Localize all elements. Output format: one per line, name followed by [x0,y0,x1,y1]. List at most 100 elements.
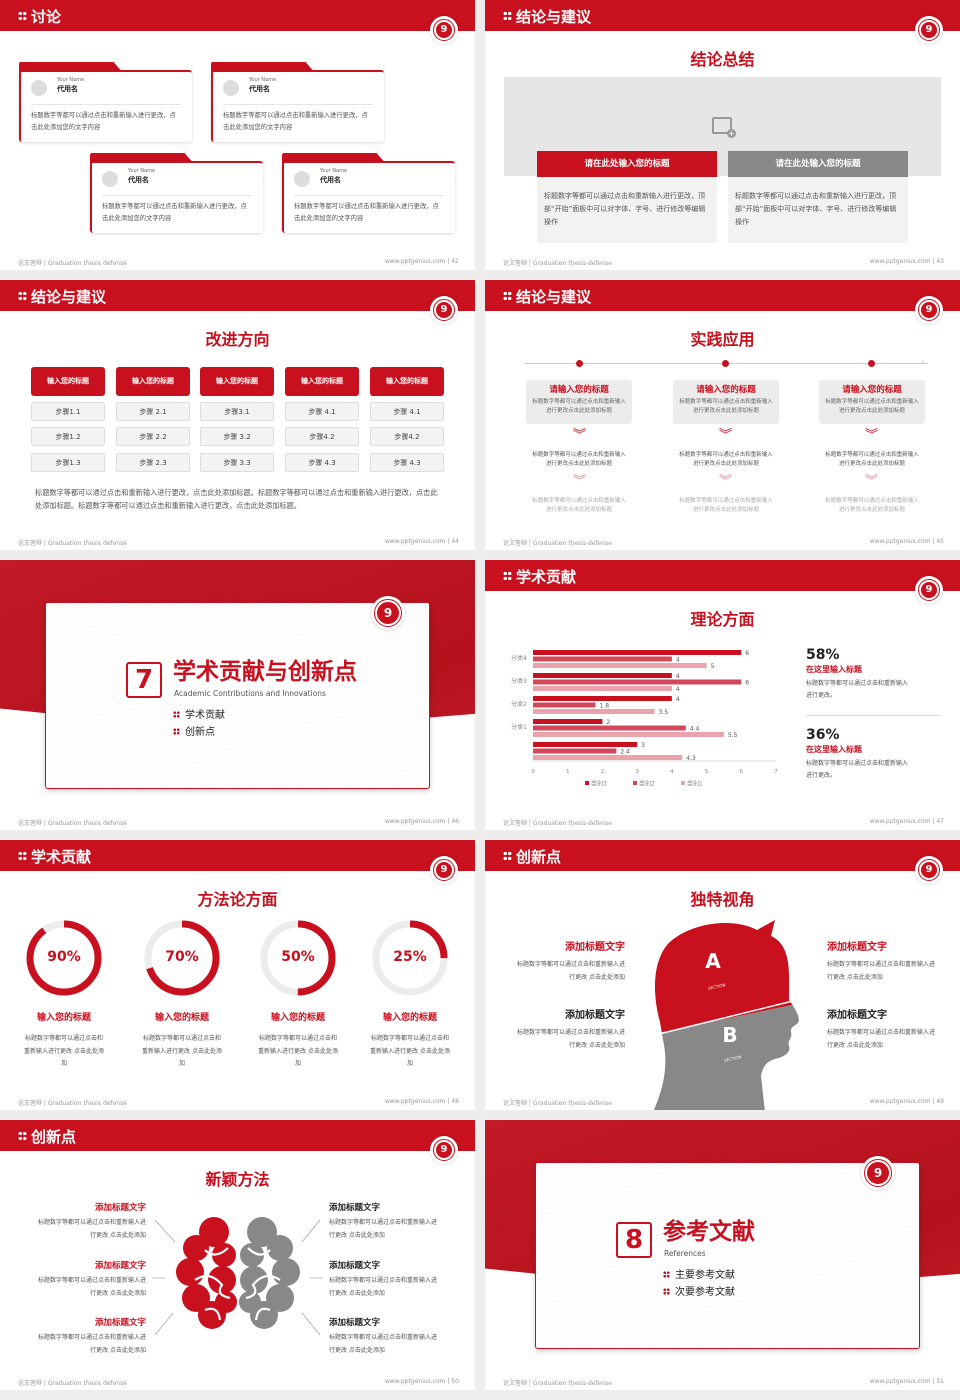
footer-right: www.pptgenius.com | 45 [870,538,944,545]
slide-51: 论文答辩 | Graduation thesis defense www.pptg… [485,1120,960,1390]
data-label: 4 [676,696,680,703]
block-text: 标题数字等都可以通过点击和重新输入进行更改 点击此处添加 [516,961,625,981]
footer-left: 论文答辩 | Graduation thesis defense [18,540,127,547]
grid-dots-icon [18,11,27,21]
block-text: 标题数字等都可以通过点击和重新输入进行更改 点击此处添加 [38,1277,147,1297]
stat-divider [806,715,941,716]
step-box: 步骤3.1 [200,402,274,421]
column-heading[interactable]: 输入您的标题 [370,367,444,396]
grid-dots-icon [503,851,512,861]
block-text: 标题数字等都可以通过点击和重新输入进行更改 点击此处添加 [516,1029,625,1049]
category-label: 分类3 [511,677,527,685]
section-subtitle: Academic Contributions and Innovations [174,689,326,698]
section-item[interactable]: 学术贡献 [173,709,225,722]
header-band [485,840,960,871]
ring-progress [26,920,102,996]
slide-header-title: 学术贡献 [18,846,91,867]
logo-emblem-icon: 9 [918,859,940,881]
head-illustration: A SECTION B SECTION [653,920,806,1110]
section-title: 学术贡献与创新点 [173,659,357,685]
slide-header-title: 创新点 [18,1126,76,1147]
column-heading[interactable]: 输入您的标题 [31,367,105,396]
page-number: 50 [451,1378,459,1385]
bar [533,673,672,678]
slide-title: 实践应用 [690,330,755,349]
university-logo: 9 [861,1156,895,1190]
name-en: Your Name [128,168,156,174]
slide-header-title: 结论与建议 [503,6,591,27]
divider [31,104,181,105]
header-band [485,280,960,311]
column-heading[interactable]: 输入您的标题 [285,367,359,396]
ring-label: 50% [281,949,315,965]
block-heading: 添加标题文字 [94,1318,146,1328]
ring-heading: 输入您的标题 [36,1013,91,1023]
brain-left-lobe [176,1258,204,1286]
brain-fold [194,1274,231,1300]
item-text: 标题数字等都可以通过点击和重新输入进行更改点击此处添加标题 [679,399,773,414]
slide-43: 结论与建议 9 结论总结 论文答辩 | Graduation thesis defen… [485,0,960,270]
brain-left-lobe [199,1217,229,1247]
footer-right: www.pptgenius.com | 42 [385,258,459,265]
page-number: 45 [936,538,944,545]
footer-left: 论文答辩 | Graduation thesis defense [18,1380,127,1387]
box-text: 标题数字等都可以通过点击和重新输入进行更改，顶部“开始”面板中可以对字体、字号、… [544,192,706,226]
step-box: 步骤 4.3 [285,453,359,472]
header-text: 结论与建议 [516,8,592,26]
footer-right: www.pptgenius.com | 51 [870,1378,944,1385]
ring-label: 25% [393,949,427,965]
double-chevron-down-icon: ︾ [573,428,587,443]
brain-fold [247,1247,271,1256]
brain-left-lobe [208,1266,236,1294]
footer-right: www.pptgenius.com | 50 [385,1378,459,1385]
x-tick-label: 6 [740,769,744,775]
page-number: 49 [936,1098,944,1105]
stat-heading: 在这里输入标题 [806,745,862,754]
section-item[interactable]: 主要参考文献 [663,1269,735,1282]
logo-emblem-icon: 9 [433,19,455,41]
footer-site: www.pptgenius.com [384,258,446,265]
footer-site: www.pptgenius.com [869,1378,931,1385]
box-heading[interactable]: 请在此处输入您的标题 [537,151,717,177]
data-label: 1.8 [599,703,609,710]
column-heading[interactable]: 输入您的标题 [116,367,190,396]
head-top-red-section [653,920,799,1038]
header-band [485,0,960,31]
university-logo: 9 [430,16,458,44]
step-box: 步骤 2.3 [116,453,190,472]
step-box: 步骤 3.2 [200,427,274,446]
section-item[interactable]: 创新点 [173,726,215,739]
university-logo: 9 [430,1136,458,1164]
block-heading: 添加标题文字 [329,1203,381,1213]
column-heading[interactable]: 输入您的标题 [200,367,274,396]
footer-site: www.pptgenius.com [869,818,931,825]
footer-sep: | [445,818,452,825]
header-band [0,1120,475,1151]
x-tick-label: 1 [566,769,570,775]
block-heading: 添加标题文字 [94,1203,146,1213]
logo-emblem-icon: 9 [918,299,940,321]
section-card: 8 参考文献 References 主要参考文献 次要参考文献 [535,1162,920,1349]
bar-chart: 分类4 6 4 5 分类3 4 6 4 分类2 4 1.8 3.5 分类1 2 4.4 5.5 3 2.4 4.3 0… [511,650,778,788]
step-box: 步骤 2.2 [116,427,190,446]
section-item[interactable]: 次要参考文献 [663,1286,735,1299]
logo-emblem-icon: 9 [918,579,940,601]
footer-left: 论文答辩 | Graduation thesis defense [18,1100,127,1107]
university-logo: 9 [915,296,943,324]
item-text-3: 标题数字等都可以通过点击和重新输入进行更改点击此处添加标题 [679,498,773,513]
double-chevron-down-icon: ︾ [719,474,733,489]
data-label: 4.3 [686,755,696,762]
bar [533,732,724,737]
x-tick-label: 0 [531,769,535,775]
image-add-icon: + [712,117,736,138]
box-heading[interactable]: 请在此处输入您的标题 [728,151,908,177]
bar [533,702,596,708]
footer-left: 论文答辩 | Graduation thesis defense [18,260,127,267]
divider [102,195,252,196]
data-label: 6 [745,650,749,657]
ring-charts [26,920,448,996]
item-box: 请输入您的标题 标题数字等都可以通过点击和重新输入进行更改点击此处添加标题 [819,380,925,424]
brain-illustration [152,1217,323,1336]
footer-right: www.pptgenius.com | 48 [385,1098,459,1105]
slide-header-title: 学术贡献 [503,566,576,587]
